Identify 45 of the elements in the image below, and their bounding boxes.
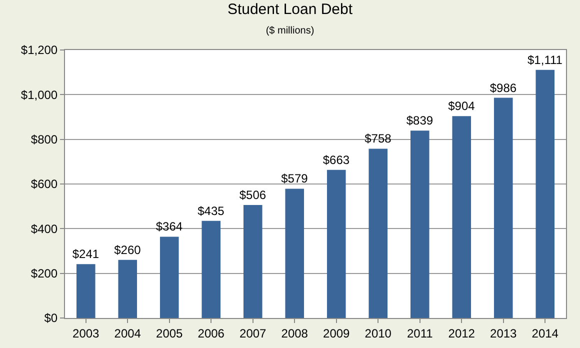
bar xyxy=(410,130,430,318)
bar xyxy=(285,188,304,318)
data-label: $663 xyxy=(322,152,350,167)
x-tick-label: 2010 xyxy=(364,326,392,340)
bar xyxy=(368,148,388,318)
x-tick-label: 2011 xyxy=(406,326,434,340)
data-label: $986 xyxy=(490,80,517,95)
bar xyxy=(202,220,221,318)
bar xyxy=(76,264,96,318)
data-label: $839 xyxy=(406,114,434,128)
x-tick-label: 2009 xyxy=(323,326,350,340)
x-tick-label: 2013 xyxy=(490,326,518,340)
data-label: $758 xyxy=(364,132,392,146)
data-label: $241 xyxy=(72,247,100,262)
x-tick-label: 2008 xyxy=(281,326,308,340)
data-label: $1,111 xyxy=(528,52,563,67)
y-tick-label: $200 xyxy=(30,266,58,281)
x-tick-label: 2003 xyxy=(72,326,100,340)
data-label: $904 xyxy=(448,99,476,114)
y-tick-label: $1,000 xyxy=(20,88,58,102)
data-label: $364 xyxy=(156,220,183,234)
bar xyxy=(160,236,179,318)
bar xyxy=(326,170,346,318)
x-tick-label: 2004 xyxy=(114,326,142,340)
bar xyxy=(118,260,138,318)
y-tick-label: $400 xyxy=(30,222,58,236)
data-label: $435 xyxy=(198,204,225,218)
bar xyxy=(494,98,513,318)
y-tick-label: $800 xyxy=(30,132,58,147)
y-tick-label: $0 xyxy=(44,311,58,326)
chart-title: Student Loan Debt xyxy=(227,0,354,18)
y-tick-label: $1,200 xyxy=(20,43,58,58)
data-label: $260 xyxy=(114,242,142,257)
data-label: $506 xyxy=(239,188,266,202)
bar xyxy=(452,116,472,318)
y-tick-label: $600 xyxy=(30,177,58,192)
x-tick-label: 2012 xyxy=(448,326,476,340)
bar xyxy=(243,204,262,318)
x-tick-label: 2007 xyxy=(240,326,267,340)
x-tick-label: 2006 xyxy=(198,326,225,340)
data-label: $579 xyxy=(281,172,308,186)
x-tick-label: 2005 xyxy=(156,326,184,340)
chart-subtitle: ($ millions) xyxy=(266,25,314,36)
bar xyxy=(536,70,555,318)
x-tick-label: 2014 xyxy=(532,326,559,340)
